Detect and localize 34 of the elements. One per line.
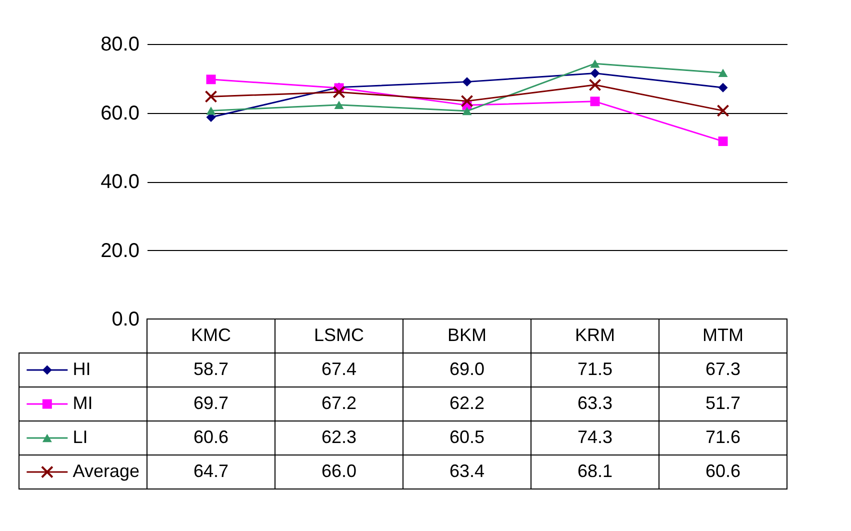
y-tick-label: 20.0 [100,240,140,262]
y-tick-label: 0.0 [112,308,140,330]
data-label: 71.5 [577,359,613,379]
data-label: 68.1 [577,461,613,481]
data-label: 60.6 [193,427,229,447]
data-label: 63.3 [577,393,613,413]
data-label: 67.2 [321,393,357,413]
x-tick-label: MTM [702,325,744,345]
data-label: 51.7 [705,393,741,413]
data-label: 63.4 [449,461,485,481]
legend-label: MI [72,393,93,413]
data-label: 64.7 [193,461,229,481]
data-label: 62.3 [321,427,357,447]
data-label: 74.3 [577,427,613,447]
data-label: 66.0 [321,461,357,481]
legend-label: HI [72,359,91,379]
data-label: 58.7 [193,359,229,379]
legend-label: LI [72,427,88,447]
x-tick-label: KRM [575,325,615,345]
x-tick-label: BKM [447,325,487,345]
x-tick-label: KMC [191,325,231,345]
data-label: 71.6 [705,427,741,447]
data-label: 69.7 [193,393,229,413]
data-label: 62.2 [449,393,485,413]
legend-label: Average [72,461,140,481]
data-label: 67.4 [321,359,357,379]
x-tick-label: LSMC [314,325,364,345]
data-label: 60.6 [705,461,741,481]
data-label: 67.3 [705,359,741,379]
data-label: 60.5 [449,427,485,447]
y-tick-label: 60.0 [100,102,140,124]
y-tick-label: 40.0 [100,171,140,193]
y-tick-label: 80.0 [100,34,140,56]
data-label: 69.0 [449,359,485,379]
